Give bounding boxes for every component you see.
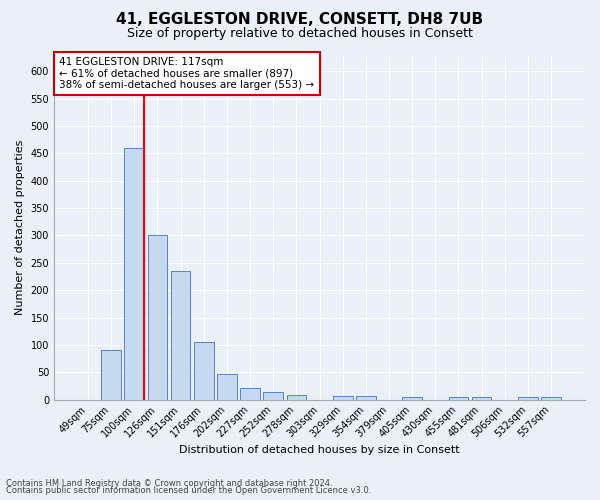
- Bar: [541, 397, 561, 400]
- Text: 41 EGGLESTON DRIVE: 117sqm
← 61% of detached houses are smaller (897)
38% of sem: 41 EGGLESTON DRIVE: 117sqm ← 61% of deta…: [59, 56, 314, 90]
- Bar: [124, 148, 144, 400]
- Bar: [472, 397, 491, 400]
- Text: Size of property relative to detached houses in Consett: Size of property relative to detached ho…: [127, 28, 473, 40]
- Bar: [518, 397, 538, 400]
- Bar: [356, 396, 376, 400]
- Text: 41, EGGLESTON DRIVE, CONSETT, DH8 7UB: 41, EGGLESTON DRIVE, CONSETT, DH8 7UB: [116, 12, 484, 28]
- Bar: [402, 397, 422, 400]
- Bar: [148, 236, 167, 400]
- Bar: [333, 396, 353, 400]
- Text: Contains public sector information licensed under the Open Government Licence v3: Contains public sector information licen…: [6, 486, 371, 495]
- Bar: [171, 271, 190, 400]
- Bar: [287, 395, 306, 400]
- Y-axis label: Number of detached properties: Number of detached properties: [15, 140, 25, 315]
- Bar: [217, 374, 237, 400]
- Text: Contains HM Land Registry data © Crown copyright and database right 2024.: Contains HM Land Registry data © Crown c…: [6, 478, 332, 488]
- Bar: [194, 342, 214, 400]
- Bar: [449, 397, 468, 400]
- Bar: [263, 392, 283, 400]
- X-axis label: Distribution of detached houses by size in Consett: Distribution of detached houses by size …: [179, 445, 460, 455]
- Bar: [240, 388, 260, 400]
- Bar: [101, 350, 121, 400]
